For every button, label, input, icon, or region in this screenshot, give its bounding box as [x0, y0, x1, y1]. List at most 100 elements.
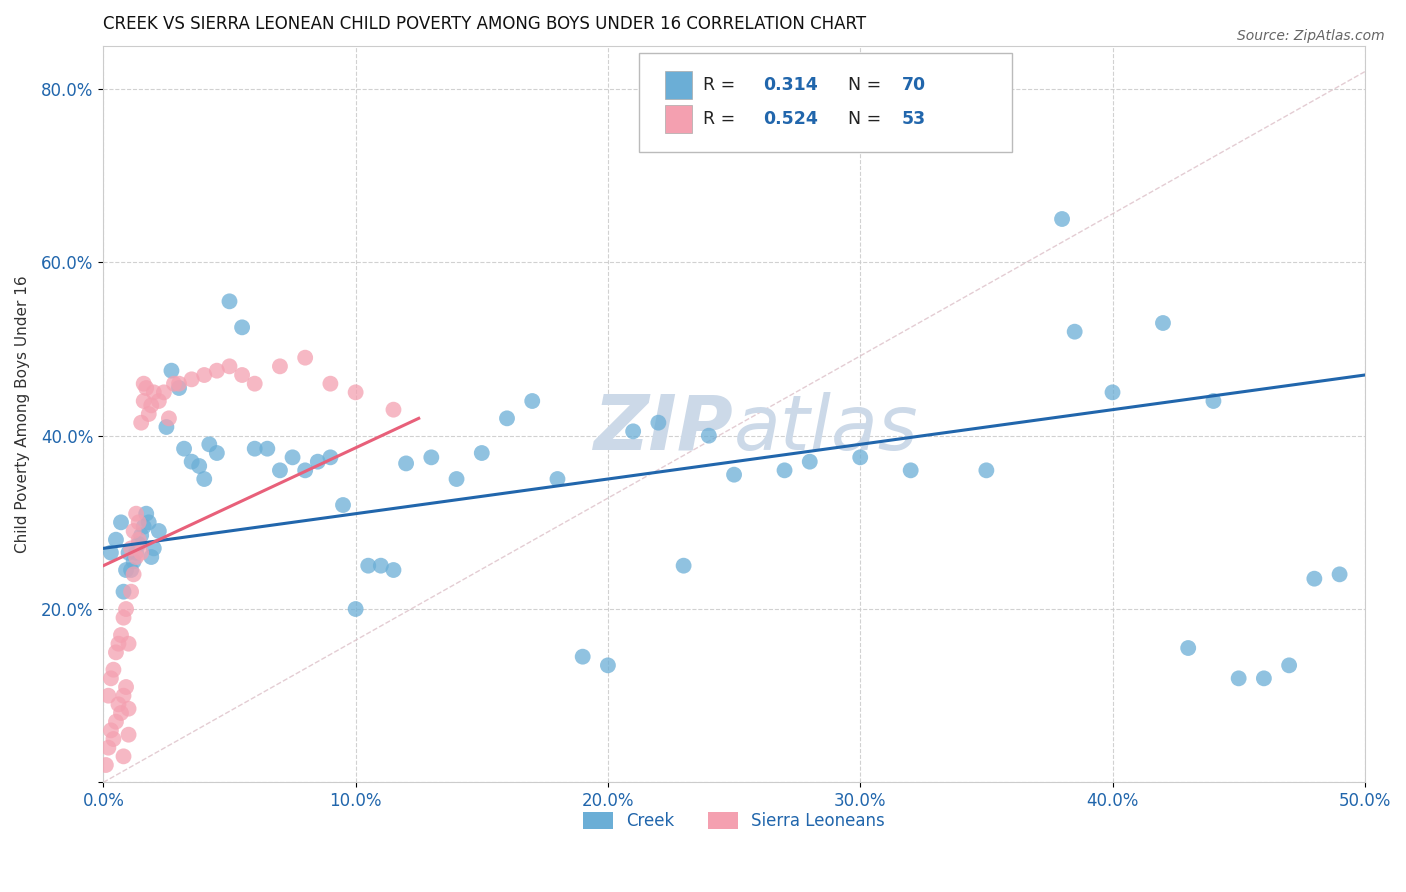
Point [100, 723, 122, 738]
Point [128, 516, 150, 530]
Point [395, 457, 418, 471]
Point [160, 364, 183, 378]
Point [976, 463, 998, 477]
Point [773, 463, 796, 477]
Text: Source: ZipAtlas.com: Source: ZipAtlas.com [1237, 29, 1385, 43]
Y-axis label: Child Poverty Among Boys Under 16: Child Poverty Among Boys Under 16 [15, 276, 30, 553]
Text: 0.314: 0.314 [763, 76, 818, 94]
Point [256, 442, 278, 456]
Point [1227, 671, 1250, 685]
Point [117, 701, 139, 715]
Point [319, 376, 342, 391]
Point [122, 554, 145, 568]
Point [120, 541, 142, 556]
FancyBboxPatch shape [640, 53, 1011, 153]
Point [117, 728, 139, 742]
Point [205, 446, 228, 460]
Point [128, 537, 150, 551]
Point [107, 637, 129, 651]
Point [157, 411, 180, 425]
Point [100, 546, 122, 560]
Point [269, 359, 291, 374]
Point [142, 385, 165, 400]
Point [188, 458, 211, 473]
Point [344, 385, 367, 400]
Point [1253, 671, 1275, 685]
Point [1101, 385, 1123, 400]
Point [148, 394, 170, 409]
Point [647, 416, 669, 430]
Point [155, 420, 177, 434]
Point [112, 584, 135, 599]
Point [125, 546, 148, 560]
Point [120, 584, 142, 599]
Text: N =: N = [848, 111, 886, 128]
Point [163, 376, 186, 391]
Point [571, 649, 593, 664]
Point [799, 455, 821, 469]
Point [115, 602, 138, 616]
Point [1063, 325, 1085, 339]
Point [446, 472, 468, 486]
Point [167, 376, 190, 391]
Point [122, 524, 145, 538]
Point [344, 602, 367, 616]
Point [269, 463, 291, 477]
Point [723, 467, 745, 482]
Point [319, 450, 342, 465]
Legend: Creek, Sierra Leoneans: Creek, Sierra Leoneans [576, 805, 891, 837]
Point [546, 472, 568, 486]
Point [231, 320, 253, 334]
Text: R =: R = [703, 76, 741, 94]
Point [496, 411, 519, 425]
Point [132, 519, 155, 533]
Point [243, 442, 266, 456]
Point [138, 407, 160, 421]
Point [148, 524, 170, 538]
Point [849, 450, 872, 465]
FancyBboxPatch shape [665, 105, 692, 133]
Point [1152, 316, 1174, 330]
Point [107, 698, 129, 712]
Point [117, 546, 139, 560]
Point [110, 516, 132, 530]
Point [128, 533, 150, 547]
Point [104, 645, 127, 659]
Point [697, 428, 720, 442]
Point [1202, 394, 1225, 409]
Point [112, 689, 135, 703]
Point [193, 368, 215, 382]
Point [173, 442, 195, 456]
Point [332, 498, 354, 512]
Point [115, 680, 138, 694]
Point [153, 385, 176, 400]
Point [621, 425, 644, 439]
Point [218, 294, 240, 309]
Point [167, 381, 190, 395]
Text: R =: R = [703, 111, 741, 128]
Point [125, 549, 148, 564]
Point [294, 463, 316, 477]
Point [112, 749, 135, 764]
Point [112, 610, 135, 624]
Point [198, 437, 221, 451]
Point [104, 714, 127, 729]
Point [110, 706, 132, 720]
Point [1329, 567, 1351, 582]
Text: atlas: atlas [734, 392, 918, 466]
Point [243, 376, 266, 391]
Point [103, 731, 125, 746]
Point [522, 394, 544, 409]
Point [110, 628, 132, 642]
Text: 70: 70 [901, 76, 927, 94]
Point [193, 472, 215, 486]
Point [382, 563, 405, 577]
Point [357, 558, 380, 573]
Point [132, 376, 155, 391]
Point [104, 533, 127, 547]
Point [129, 546, 152, 560]
Point [231, 368, 253, 382]
Point [94, 758, 117, 772]
Point [420, 450, 443, 465]
Point [1278, 658, 1301, 673]
